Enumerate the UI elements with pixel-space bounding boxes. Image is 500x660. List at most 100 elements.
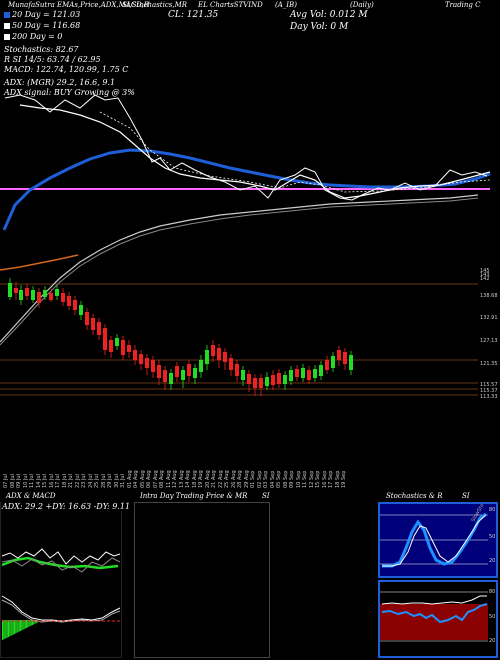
candle-body [325, 360, 329, 370]
candle-body [337, 350, 341, 360]
header-mid-title: SI,Stochastics,MR [122, 1, 188, 9]
macd-readout: MACD: 122.74, 120.99, 1.75 C [4, 65, 129, 74]
price-level-label: 115.57 [480, 382, 498, 388]
date-tick-label: 14 Aug [185, 470, 191, 488]
candle-body [145, 358, 149, 368]
price-level-label: 115.37 [480, 388, 498, 394]
candle-body [265, 377, 269, 386]
date-tick-label: 16 Sep [321, 470, 328, 488]
ema-20-line [19, 104, 491, 199]
date-tick-label: 31 Jul [120, 474, 126, 488]
candle-body [313, 369, 317, 378]
candle-body [61, 293, 65, 302]
avg-volume-label: Avg Vol: 0.012 M [290, 10, 368, 20]
candle-body [31, 290, 35, 300]
ema-200-swatch-icon [4, 34, 10, 40]
date-tick-label: 22 Aug [217, 470, 224, 488]
date-tick-label: 22 Jul [74, 474, 81, 488]
date-tick-label: 08 Sep [282, 470, 289, 488]
candle-body [115, 338, 119, 346]
candle-body [49, 293, 53, 300]
intra-panel-title-suffix: SI [262, 492, 270, 500]
candle-body [25, 288, 29, 296]
adx-readout: ADX: (MGR) 29.2, 16.6, 9.1 [4, 78, 116, 87]
stochastics-readout: Stochastics: 82.67 [4, 45, 79, 54]
candle-body [235, 364, 239, 376]
date-tick-label: 15 Sep [315, 470, 321, 488]
date-tick-label: 20 Aug [204, 470, 211, 488]
candle-body [301, 368, 305, 378]
date-tick-label: 16 Jul [48, 474, 55, 488]
date-tick-label: 15 Jul [42, 474, 48, 488]
date-tick-label: 14 Jul [35, 474, 42, 488]
trend-line-upper [0, 194, 479, 343]
price-level-label: 145 [480, 268, 490, 274]
candle-body [283, 375, 287, 384]
stoch-panel-title: Stochastics & R [386, 492, 443, 500]
date-tick-label: 19 Aug [198, 470, 204, 488]
candle-body [91, 318, 95, 330]
candle-body [163, 370, 167, 382]
ema-20-swatch-icon [4, 12, 10, 18]
price-level-label: 138.68 [480, 293, 498, 299]
candle-body [229, 358, 233, 370]
price-level-label: 127.13 [480, 338, 498, 344]
price-level-label: 121.35 [480, 361, 498, 367]
candle-body [127, 345, 131, 352]
date-tick-label: 28 Aug [237, 470, 243, 488]
candle-body [175, 366, 179, 377]
candle-body [79, 305, 83, 315]
stoch-tick-label: 80 [489, 507, 496, 513]
candle-body [259, 378, 263, 388]
date-tick-label: 05 Aug [139, 470, 146, 488]
header-left-title: MunafaSutra EMAs,Price,ADX,MACD,R [8, 1, 150, 9]
date-tick-label: 01 Sep [250, 470, 256, 488]
date-tick-label: 04 Aug [133, 470, 139, 488]
header-frame: (Daily) [350, 1, 374, 9]
date-tick-label: 18 Jul [61, 474, 68, 488]
rsi-tick-label: 80 [489, 589, 496, 595]
price-level-label: 142 [480, 276, 490, 282]
date-tick-label: 10 Jul [22, 474, 29, 488]
candle-body [8, 283, 12, 297]
candle-body [139, 354, 143, 364]
date-tick-label: 24 Jul [87, 474, 94, 488]
date-tick-label: 11 Aug [165, 470, 172, 488]
date-tick-label: 29 Aug [243, 470, 250, 488]
candle-body [73, 300, 77, 310]
date-tick-label: 13 Aug [178, 470, 185, 488]
date-tick-label: 17 Sep [328, 470, 334, 488]
price-level-label: 132.91 [480, 315, 498, 321]
candle-body [85, 312, 89, 325]
candle-body [211, 345, 215, 356]
header-exchange: (A_IB) [275, 1, 297, 9]
candle-body [199, 360, 203, 372]
price-level-label: 113.33 [480, 394, 498, 400]
date-tick-label: 08 Jul [9, 474, 16, 488]
close-price-label: CL: 121.35 [168, 10, 219, 20]
orange-ema-line [0, 254, 79, 271]
date-tick-label: 08 Aug [159, 470, 165, 488]
candle-body [151, 360, 155, 372]
date-tick-label: 06 Aug [146, 470, 152, 488]
price-line [4, 94, 488, 201]
main-price-chart [0, 94, 491, 396]
ema-50-swatch-icon [4, 23, 10, 29]
date-tick-label: 30 Jul [113, 474, 120, 488]
ema-legend-20: 20 Day = 121.03 [4, 10, 80, 20]
candle-body [253, 378, 257, 388]
date-tick-label: 10 Sep [295, 470, 302, 488]
candle-body [223, 352, 227, 362]
candle-body [349, 355, 353, 370]
intra-panel-title: Intra Day Trading Price & MR [140, 492, 248, 500]
candle-body [181, 370, 185, 380]
ema-legend-50: 50 Day = 116.68 [4, 21, 80, 31]
candle-body [331, 356, 335, 368]
candle-body [43, 290, 47, 297]
date-tick-label: 19 Sep [341, 470, 347, 488]
candle-body [289, 370, 293, 381]
candle-body [277, 373, 281, 384]
candle-body [247, 374, 251, 384]
date-tick-label: 26 Aug [230, 470, 237, 488]
date-tick-label: 09 Sep [289, 470, 295, 488]
